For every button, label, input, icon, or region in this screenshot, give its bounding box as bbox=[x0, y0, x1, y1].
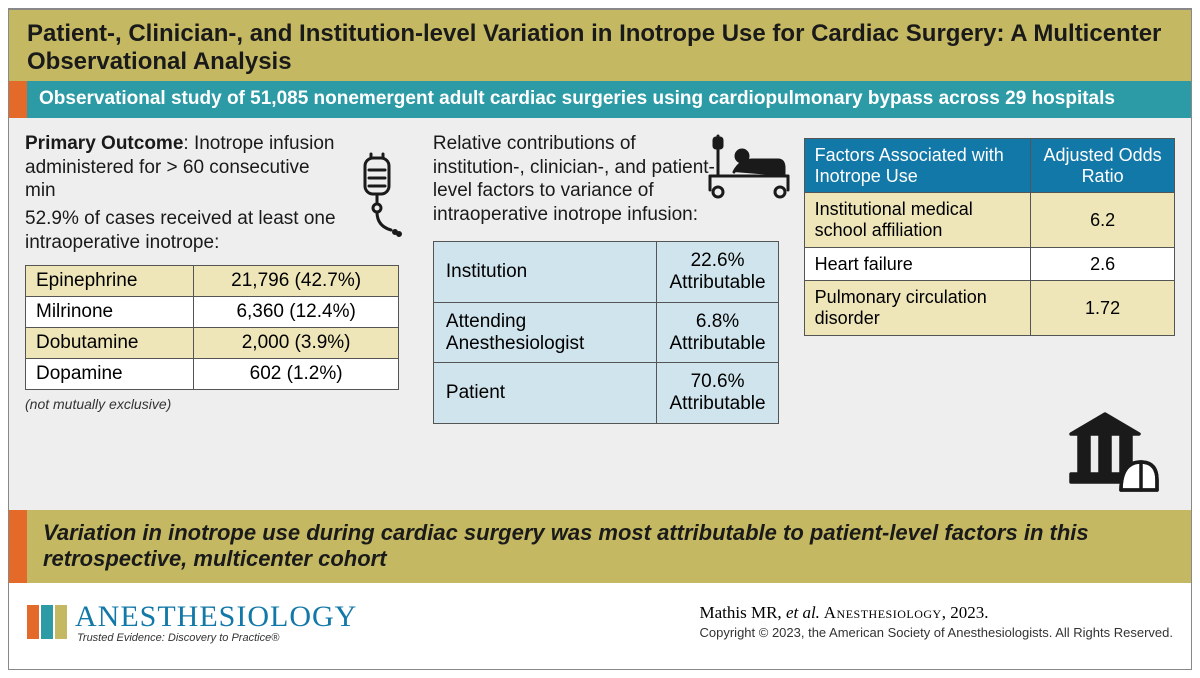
table-row: Dobutamine 2,000 (3.9%) bbox=[26, 327, 399, 358]
attr-label: Institution bbox=[433, 241, 657, 302]
drug-name: Dobutamine bbox=[26, 327, 194, 358]
subtitle-text: Observational study of 51,085 nonemergen… bbox=[39, 88, 1173, 111]
institution-icon bbox=[1061, 406, 1161, 496]
drug-value: 602 (1.2%) bbox=[193, 358, 398, 389]
main-area: Primary Outcome: Inotrope infusion admin… bbox=[9, 118, 1191, 510]
drug-name: Epinephrine bbox=[26, 265, 194, 296]
table-row: Epinephrine 21,796 (42.7%) bbox=[26, 265, 399, 296]
hospital-bed-icon bbox=[704, 132, 794, 202]
attr-value: 70.6%Attributable bbox=[657, 363, 778, 424]
middle-column: Relative contributions of institution-, … bbox=[433, 132, 786, 500]
or-value: 6.2 bbox=[1031, 193, 1175, 247]
citation-block: Mathis MR, et al. Anesthesiology, 2023. … bbox=[700, 602, 1174, 642]
primary-outcome-label: Primary Outcome bbox=[25, 133, 183, 154]
drug-value: 6,360 (12.4%) bbox=[193, 296, 398, 327]
table-row: Dopamine 602 (1.2%) bbox=[26, 358, 399, 389]
drug-name: Milrinone bbox=[26, 296, 194, 327]
table-row: Patient 70.6%Attributable bbox=[433, 363, 778, 424]
or-label: Heart failure bbox=[804, 247, 1030, 281]
citation-line: Mathis MR, et al. Anesthesiology, 2023. bbox=[700, 602, 1174, 625]
journal-name-block: ANESTHESIOLOGY Trusted Evidence: Discove… bbox=[75, 600, 357, 644]
drug-value: 2,000 (3.9%) bbox=[193, 327, 398, 358]
or-value: 1.72 bbox=[1031, 281, 1175, 335]
table-row: Pulmonary circulation disorder 1.72 bbox=[804, 281, 1174, 335]
attr-value: 22.6%Attributable bbox=[657, 241, 778, 302]
drug-value: 21,796 (42.7%) bbox=[193, 265, 398, 296]
attribution-table: Institution 22.6%Attributable Attending … bbox=[433, 241, 779, 424]
or-label: Institutional medical school affiliation bbox=[804, 193, 1030, 247]
conclusion-band: Variation in inotrope use during cardiac… bbox=[9, 510, 1191, 583]
attr-value: 6.8%Attributable bbox=[657, 302, 778, 363]
or-header-factors: Factors Associated with Inotrope Use bbox=[804, 138, 1030, 192]
or-header-ratio: Adjusted Odds Ratio bbox=[1031, 138, 1175, 192]
journal-logo: ANESTHESIOLOGY Trusted Evidence: Discove… bbox=[27, 600, 357, 644]
iv-bag-icon bbox=[351, 148, 411, 238]
left-column: Primary Outcome: Inotrope infusion admin… bbox=[25, 132, 415, 500]
table-row: Heart failure 2.6 bbox=[804, 247, 1174, 281]
attr-label: Attending Anesthesiologist bbox=[433, 302, 657, 363]
footer: ANESTHESIOLOGY Trusted Evidence: Discove… bbox=[9, 583, 1191, 661]
table-row: Milrinone 6,360 (12.4%) bbox=[26, 296, 399, 327]
right-column: Factors Associated with Inotrope Use Adj… bbox=[804, 132, 1175, 500]
logo-bars-icon bbox=[27, 605, 67, 639]
infographic-frame: Patient-, Clinician-, and Institution-le… bbox=[8, 8, 1192, 670]
title-text: Patient-, Clinician-, and Institution-le… bbox=[27, 20, 1173, 75]
conclusion-text: Variation in inotrope use during cardiac… bbox=[43, 520, 1173, 573]
odds-ratio-table: Factors Associated with Inotrope Use Adj… bbox=[804, 138, 1175, 336]
subtitle-band: Observational study of 51,085 nonemergen… bbox=[9, 81, 1191, 118]
attr-label: Patient bbox=[433, 363, 657, 424]
table-row: Institutional medical school affiliation… bbox=[804, 193, 1174, 247]
title-band: Patient-, Clinician-, and Institution-le… bbox=[9, 9, 1191, 81]
table-row: Attending Anesthesiologist 6.8%Attributa… bbox=[433, 302, 778, 363]
drug-table-note: (not mutually exclusive) bbox=[25, 396, 415, 412]
table-row: Institution 22.6%Attributable bbox=[433, 241, 778, 302]
drug-table: Epinephrine 21,796 (42.7%) Milrinone 6,3… bbox=[25, 265, 399, 390]
journal-name: ANESTHESIOLOGY bbox=[75, 600, 357, 634]
copyright-line: Copyright © 2023, the American Society o… bbox=[700, 624, 1174, 642]
drug-name: Dopamine bbox=[26, 358, 194, 389]
or-value: 2.6 bbox=[1031, 247, 1175, 281]
table-header-row: Factors Associated with Inotrope Use Adj… bbox=[804, 138, 1174, 192]
or-label: Pulmonary circulation disorder bbox=[804, 281, 1030, 335]
